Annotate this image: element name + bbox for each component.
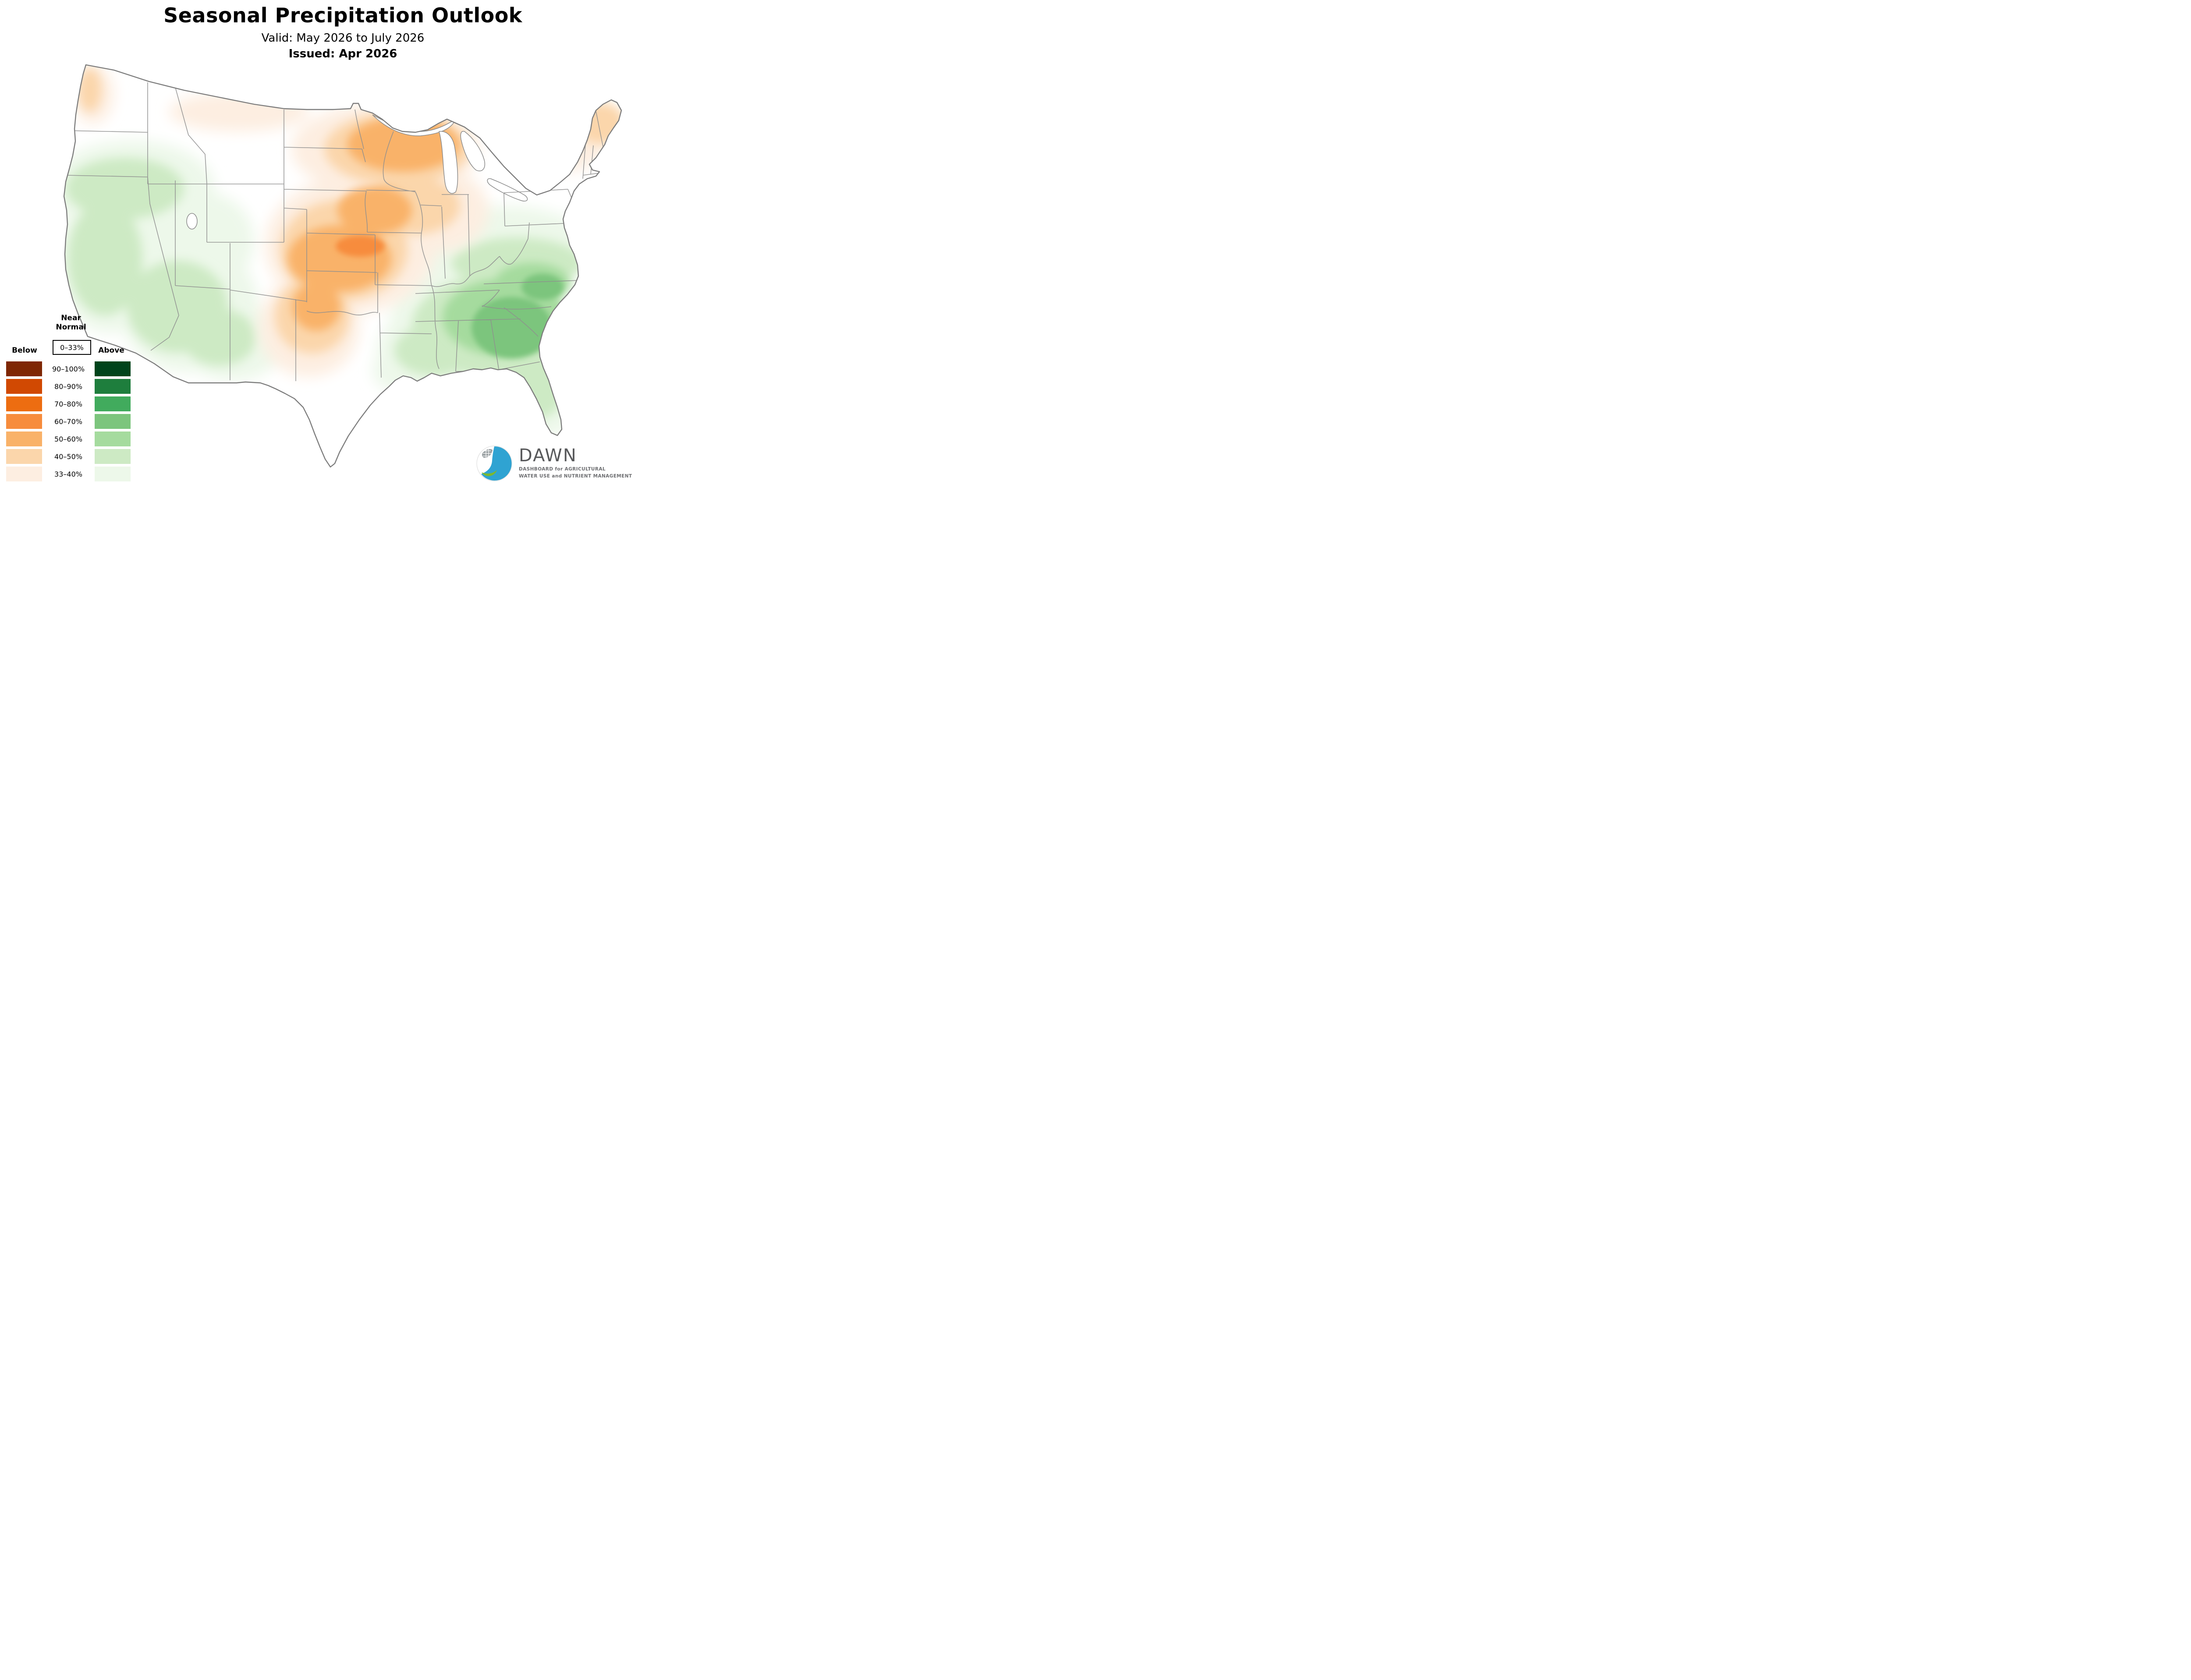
legend-rows: 90–100% 80–90% 70–80% 60–70% 50–60% 40–5… (6, 360, 131, 483)
great-salt-lake (186, 213, 198, 230)
below-swatch (6, 414, 42, 429)
legend-row: 60–70% (6, 413, 131, 430)
above-normal-region-60-70 (472, 274, 564, 358)
above-swatch (95, 396, 131, 411)
page-title: Seasonal Precipitation Outlook (163, 4, 522, 27)
legend-row: 33–40% (6, 465, 131, 483)
near-normal-range-box: 0–33% (53, 340, 91, 355)
below-swatch (6, 396, 42, 411)
below-swatch (6, 449, 42, 464)
range-label: 60–70% (54, 417, 82, 426)
range-label: 70–80% (54, 400, 82, 408)
valid-period: Valid: May 2026 to July 2026 (261, 32, 425, 45)
issued-date: Issued: Apr 2026 (288, 47, 397, 60)
above-header: Above (98, 346, 124, 355)
dawn-subtitle-line2: WATER USE and NUTRIENT MANAGEMENT (519, 474, 632, 479)
dawn-logo-icon (476, 446, 512, 481)
legend-row: 90–100% (6, 360, 131, 378)
us-precipitation-outlook-map (63, 64, 622, 468)
lake-erie (487, 178, 528, 202)
range-label: 90–100% (52, 364, 85, 373)
lake-michigan (439, 131, 458, 194)
below-swatch (6, 379, 42, 394)
legend: Near Normal 0–33% Below Above 90–100% 80… (6, 312, 138, 492)
above-swatch (95, 414, 131, 429)
dawn-logo-text: DAWN DASHBOARD for AGRICULTURAL WATER US… (519, 447, 632, 480)
legend-row: 80–90% (6, 378, 131, 395)
below-swatch (6, 361, 42, 376)
range-label: 80–90% (54, 382, 82, 391)
below-swatch (6, 467, 42, 481)
dawn-logo: DAWN DASHBOARD for AGRICULTURAL WATER US… (476, 445, 632, 482)
above-swatch (95, 449, 131, 464)
above-swatch (95, 431, 131, 446)
range-label: 33–40% (54, 470, 82, 478)
legend-row: 40–50% (6, 448, 131, 465)
below-header: Below (12, 346, 37, 355)
legend-row: 70–80% (6, 395, 131, 413)
near-normal-label: Near Normal (56, 314, 86, 332)
below-swatch (6, 431, 42, 446)
legend-row: 50–60% (6, 430, 131, 448)
above-swatch (95, 361, 131, 376)
above-swatch (95, 379, 131, 394)
lake-ontario (535, 164, 569, 177)
dawn-subtitle-line1: DASHBOARD for AGRICULTURAL (519, 467, 606, 472)
header: Seasonal Precipitation Outlook Valid: Ma… (0, 4, 686, 60)
below-normal-region-60-70 (336, 236, 385, 257)
range-label: 50–60% (54, 435, 82, 443)
lake-huron (460, 131, 485, 171)
dawn-wordmark: DAWN (519, 446, 577, 466)
above-swatch (95, 467, 131, 481)
range-label: 40–50% (54, 452, 82, 461)
